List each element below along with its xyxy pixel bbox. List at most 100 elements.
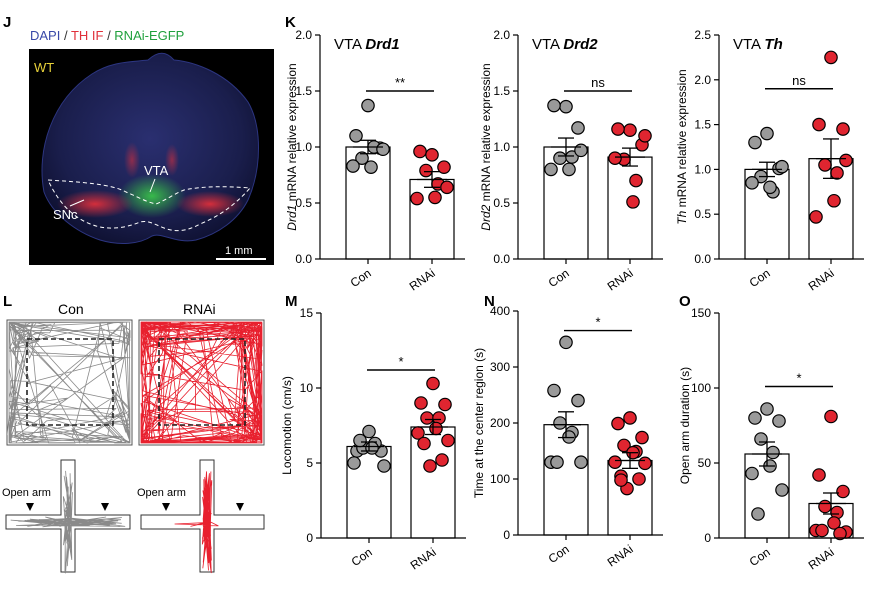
data-point [809,210,823,224]
y-axis-label: Open arm duration (s) [678,367,692,484]
significance-label: ** [395,75,405,90]
significance-label: * [595,315,600,330]
data-point [766,445,780,460]
legend-th: TH IF [71,28,104,43]
th-signal-left [57,190,133,218]
rnai-egfp-signal [118,174,186,218]
y-tick-label: 0.5 [493,196,510,210]
y-tick-label: 400 [490,304,510,318]
y-tick-label: 300 [490,360,510,374]
bar-rnai [607,459,653,536]
panel-label-n: N [484,293,495,310]
significance-label: * [398,354,403,369]
data-point [438,397,452,412]
data-point [559,99,573,114]
data-point [775,483,789,497]
data-point [550,455,564,469]
data-point [419,163,433,178]
data-point [547,383,561,398]
maze-outline [140,459,265,573]
data-point [629,173,643,188]
significance-label: * [796,371,801,386]
data-point [553,151,567,165]
data-point [812,117,826,132]
significance-label: ns [792,73,806,88]
y-axis-label: Locomotion (cm/s) [280,376,294,475]
x-tick-label: RNAi [605,542,636,570]
x-tick-label: Con [546,542,572,566]
y-axis-label: Time at the center region (s) [472,348,486,498]
data-point [413,144,427,159]
data-point [544,162,558,177]
y-axis-label-gene: Th [675,210,689,224]
data-point [760,126,774,141]
y-tick-label: 1.5 [694,118,711,132]
y-tick-label: 1.0 [493,140,510,154]
open-arm-label: Open arm [137,487,186,499]
x-tick-label: Con [747,266,773,290]
th-signal-right [176,191,244,217]
data-point [611,416,625,431]
maze-trajectory-con [10,470,126,574]
y-tick-label: 1.5 [295,84,312,98]
data-point [760,402,774,416]
data-point [748,411,762,425]
data-point [824,50,838,65]
y-axis-label-text: mRNA relative expression [675,69,689,210]
condition-label: WT [34,60,54,75]
y-tick-label: 1.5 [493,84,510,98]
data-point [818,499,832,514]
data-point [830,166,844,180]
y-tick-label: 0.0 [493,252,510,266]
chart-locomotion: 0 5 10 15 Con RNAi Locomotion (cm/s) * [280,306,466,573]
legend-dapi: DAPI [30,28,60,43]
data-point [839,153,853,168]
open-arm-label: Open arm [2,487,51,499]
y-axis-label: Th mRNA relative expression [675,69,689,224]
data-point [745,466,759,481]
data-point [635,430,649,445]
data-point [553,416,567,430]
data-point [638,456,652,471]
snc-vta-outline [47,179,252,232]
y-tick-label: 2.0 [694,73,711,87]
data-point [562,162,576,177]
data-point [414,396,428,410]
y-axis-label: Drd2 mRNA relative expression [479,63,493,230]
data-point [608,455,622,469]
data-point [420,411,434,425]
maze-trajectory-rnai [174,471,219,574]
data-point [346,159,360,173]
data-point [608,151,622,165]
y-axis-label-gene: Drd2 [479,204,493,230]
plus-maze-rnai: Open arm [137,459,265,574]
x-tick-label: Con [349,545,375,569]
data-point [772,414,786,428]
data-point [574,143,588,158]
data-point [353,433,367,448]
chart-title: VTA Th [733,36,783,53]
data-point [410,191,424,206]
open-field-track-rnai [138,319,265,446]
chart-title: VTA Drd2 [532,36,598,53]
x-tick-label: RNAi [605,266,636,294]
y-tick-label: 1.0 [694,162,711,176]
y-tick-label: 2.5 [694,28,711,42]
data-point [818,158,832,172]
y-tick-label: 0.5 [295,196,312,210]
y-tick-label: 0.0 [295,252,312,266]
x-tick-label: Con [348,266,374,290]
data-point [365,441,379,455]
plus-maze-con: Open arm [2,459,131,574]
data-point [815,523,829,538]
data-point [754,432,768,446]
data-point [824,409,838,424]
data-point [364,160,378,174]
vta-pointer [149,178,156,193]
data-point [827,516,841,530]
maze-trajectory-path [10,470,126,574]
data-point [423,459,437,473]
data-point [428,190,442,205]
y-tick-label: 2.0 [295,28,312,42]
